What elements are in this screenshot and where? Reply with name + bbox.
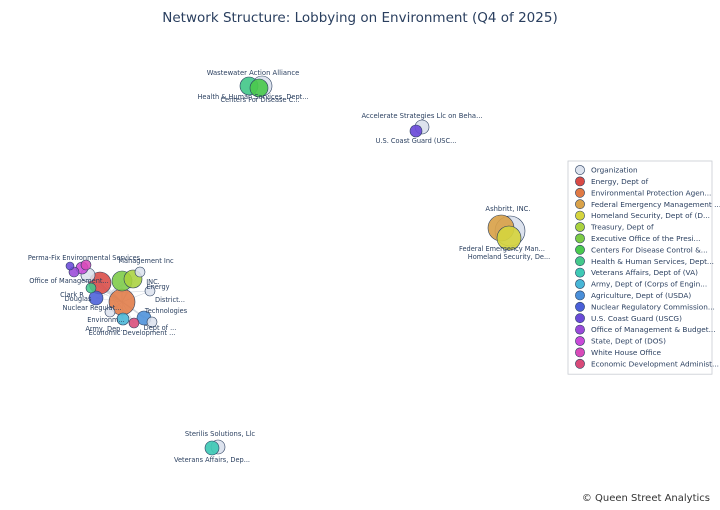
- org-label-sterilis-solutions-llc: Sterilis Solutions, Llc: [185, 430, 256, 438]
- dense-label-management-inc: Management Inc: [118, 257, 174, 265]
- legend-marker-centers-for-disease-control: [575, 244, 585, 255]
- legend-label-agriculture-dept-of-usda: Agriculture, Dept of (USDA): [591, 291, 691, 300]
- dense-node-army-dept-of-corps-of-engin-9: [116, 312, 130, 326]
- legend-label-white-house-office: White House Office: [591, 348, 662, 357]
- legend-marker-organization: [575, 165, 585, 175]
- dense-node-economic-development-administ-10: [128, 317, 140, 329]
- legend-marker-treasury-dept-of: [575, 222, 585, 232]
- dense-node-health-human-services-dept-15: [85, 282, 97, 294]
- dense-label-environm: Environm...: [87, 316, 125, 324]
- dense-label-army-dep: Army, Dep...: [85, 325, 126, 333]
- legend: Organization Energy, Dept of Environmental…: [567, 160, 720, 375]
- dense-label-energy: Energy: [146, 283, 169, 291]
- agency-label-federal-emergency-man: Federal Emergency Man...: [459, 245, 545, 253]
- dense-label-inc: INC.: [146, 278, 160, 286]
- legend-label-homeland-security-dept-of-d: Homeland Security, Dept of (D...: [591, 211, 710, 220]
- legend-marker-office-of-management-budget: [575, 324, 585, 335]
- legend-label-nuclear-regulatory-commission: Nuclear Regulatory Commission...: [591, 302, 715, 311]
- legend-marker-agriculture-dept-of-usda: [575, 290, 585, 301]
- org-label-ashbritt-inc: Ashbritt, INC.: [485, 205, 530, 213]
- dense-label-office-of-management: Office of Management...: [29, 277, 109, 285]
- dense-node-organization-14: [104, 306, 116, 318]
- agency-node-centers-for-disease-control: [249, 78, 269, 98]
- legend-box: [567, 160, 713, 375]
- dense-label-district: District...: [155, 296, 185, 304]
- dense-node-organization-13: [144, 285, 156, 297]
- dense-node-organization-12: [134, 266, 146, 278]
- legend-marker-environmental-protection-agen: [575, 187, 585, 198]
- legend-marker-state-dept-of-dos: [575, 336, 585, 346]
- dense-node-nuclear-regulatory-commission-7: [88, 290, 104, 306]
- legend-label-organization: Organization: [591, 166, 638, 175]
- legend-label-army-dept-of-corps-of-engin: Army, Dept of (Corps of Engin...: [591, 280, 707, 289]
- legend-label-health-human-services-dept: Health & Human Services, Dept...: [591, 257, 714, 266]
- legend-marker-health-human-services-dept: [575, 256, 585, 267]
- legend-marker-energy-dept-of: [575, 176, 585, 187]
- legend-marker-homeland-security-dept-of-d: [575, 210, 585, 221]
- legend-label-veterans-affairs-dept-of-va: Veterans Affairs, Dept of (VA): [591, 268, 698, 277]
- agency-label-centers-for-disease-c: Centers For Disease C...: [220, 96, 299, 104]
- dense-node-u-s-coast-guard-uscg-17: [65, 261, 75, 271]
- dense-label-clark-r: Clark R: [60, 291, 84, 299]
- legend-label-u-s-coast-guard-uscg: U.S. Coast Guard (USCG): [591, 314, 682, 323]
- agency-node-homeland-security-dept-of-d: [496, 225, 522, 251]
- agency-label-health-human-services-dept: Health & Human Services, Dept...: [197, 93, 308, 101]
- legend-label-executive-office-of-the-presi: Executive Office of the Presi...: [591, 234, 701, 243]
- legend-marker-economic-development-administ: [575, 358, 585, 369]
- legend-label-economic-development-administ: Economic Development Administ...: [591, 359, 719, 368]
- agency-node-veterans-affairs-dept-of-va: [204, 440, 220, 456]
- legend-label-energy-dept-of: Energy, Dept of: [591, 177, 649, 186]
- dense-node-organization-11: [146, 316, 158, 328]
- legend-label-environmental-protection-agen: Environmental Protection Agen...: [591, 188, 711, 197]
- legend-label-office-of-management-budget: Office of Management & Budget...: [591, 325, 716, 334]
- dense-node-white-house-office-16: [80, 259, 92, 271]
- dense-label-economic-development: Economic Development ...: [89, 329, 176, 337]
- agency-node-u-s-coast-guard-uscg: [409, 124, 423, 138]
- dense-label-technologies: Technologies: [144, 307, 188, 315]
- legend-marker-executive-office-of-the-presi: [575, 233, 585, 244]
- legend-marker-u-s-coast-guard-uscg: [575, 313, 585, 324]
- org-label-wastewater-action-alliance: Wastewater Action Alliance: [207, 69, 300, 77]
- legend-marker-nuclear-regulatory-commission: [575, 301, 585, 312]
- credit-text: © Queen Street Analytics: [582, 493, 710, 504]
- legend-label-state-dept-of-dos: State, Dept of (DOS): [591, 337, 666, 346]
- legend-marker-white-house-office: [575, 347, 585, 358]
- dense-label-perma-fix-environmental-services: Perma-Fix Environmental Services: [28, 254, 141, 262]
- chart-title: Network Structure: Lobbying on Environme…: [162, 10, 557, 26]
- org-label-accelerate-strategies-llc-on-beha: Accelerate Strategies Llc on Beha...: [361, 112, 482, 120]
- legend-label-treasury-dept-of: Treasury, Dept of: [590, 223, 654, 232]
- legend-label-centers-for-disease-control: Centers For Disease Control &...: [591, 245, 708, 254]
- dense-label-douglas: Douglas: [65, 295, 92, 303]
- dense-label-dept-of: Dept of ...: [144, 324, 177, 332]
- network-nodes: [65, 75, 526, 456]
- agency-label-homeland-security-de: Homeland Security, De...: [468, 253, 551, 261]
- agency-label-u-s-coast-guard-usc: U.S. Coast Guard (USC...: [376, 137, 457, 145]
- legend-label-federal-emergency-management: Federal Emergency Management ...: [591, 200, 720, 209]
- dense-label-nuclear-regulat: Nuclear Regulat...: [63, 304, 122, 312]
- legend-marker-federal-emergency-management: [575, 199, 585, 210]
- network-labels: Wastewater Action Alliance Health & Human…: [28, 69, 550, 464]
- legend-marker-army-dept-of-corps-of-engin: [575, 279, 585, 289]
- agency-label-veterans-affairs-dep: Veterans Affairs, Dep...: [174, 456, 250, 464]
- legend-marker-veterans-affairs-dept-of-va: [575, 267, 585, 278]
